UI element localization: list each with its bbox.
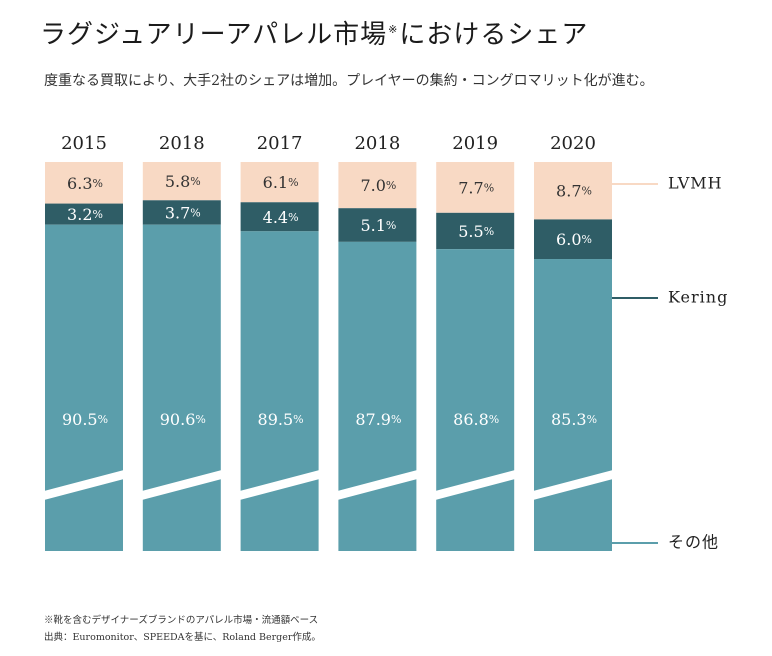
category-label: 2018	[159, 133, 205, 154]
category-label: 2017	[257, 133, 303, 154]
data-label-other: 89.5%	[258, 410, 304, 429]
bar-segment-lvmh	[240, 162, 319, 203]
legend-lvmh-label: LVMH	[668, 174, 723, 193]
title-footnote-mark: ※	[388, 23, 399, 37]
data-label-kering: 4.4%	[263, 207, 299, 226]
data-label-other: 86.8%	[453, 410, 499, 429]
category-label: 2020	[550, 133, 596, 154]
bar-segment-kering	[240, 202, 319, 232]
title-suffix: におけるシェア	[399, 20, 589, 50]
footnote-scope: ※靴を含むデザイナーズブランドのアパレル市場・流通額ベース	[44, 615, 319, 626]
bar-segment-kering	[45, 203, 123, 225]
axis-break-mark	[435, 470, 516, 500]
legend-other-label: その他	[668, 533, 719, 552]
data-label-lvmh: 7.0%	[360, 176, 396, 195]
data-label-lvmh: 6.1%	[263, 173, 299, 192]
data-label-lvmh: 5.8%	[165, 172, 201, 191]
bar-segment-other	[142, 224, 221, 551]
bar-segment-other	[534, 259, 612, 551]
bar-segment-lvmh	[142, 162, 221, 201]
bar-segment-lvmh	[534, 162, 612, 220]
bar-segment-kering	[534, 219, 612, 260]
data-label-kering: 3.2%	[67, 205, 103, 224]
bar-segment-lvmh	[338, 162, 417, 209]
legend-kering-label: Kering	[668, 288, 728, 307]
bar-segment-lvmh	[436, 162, 515, 213]
data-label-other: 90.5%	[62, 410, 108, 429]
data-label-kering: 6.0%	[556, 230, 592, 249]
axis-break-mark	[44, 470, 124, 500]
bar-segment-other	[338, 241, 417, 552]
bar-segment-kering	[436, 212, 515, 250]
footnote-source: 出典：Euromonitor、SPEEDAを基に、Roland Berger作成…	[44, 632, 321, 643]
axis-break-mark	[239, 470, 320, 500]
bar-segment-kering	[338, 208, 417, 242]
data-label-kering: 3.7%	[165, 203, 201, 222]
data-label-other: 85.3%	[551, 410, 597, 429]
bar-segment-other	[436, 249, 515, 551]
bar-segment-kering	[142, 200, 221, 225]
data-label-lvmh: 7.7%	[458, 178, 494, 197]
data-label-other: 90.6%	[160, 410, 206, 429]
axis-break-mark	[337, 470, 418, 500]
bar-segment-lvmh	[45, 162, 123, 204]
title-main: ラグジュアリーアパレル市場	[40, 20, 388, 50]
data-label-kering: 5.5%	[458, 221, 494, 240]
data-label-lvmh: 8.7%	[556, 181, 592, 200]
data-label-lvmh: 6.3%	[67, 173, 103, 192]
data-label-other: 87.9%	[355, 410, 401, 429]
axis-break-mark	[141, 470, 222, 500]
category-label: 2018	[354, 133, 400, 154]
bar-segment-other	[45, 224, 123, 551]
chart-subtitle: 度重なる買取により、大手2社のシェアは増加。プレイヤーの集約・コングロマリット化…	[44, 73, 654, 89]
chart-title: ラグジュアリーアパレル市場※におけるシェア	[40, 14, 588, 51]
category-label: 2015	[61, 133, 107, 154]
data-label-kering: 5.1%	[360, 216, 396, 235]
category-label: 2019	[452, 133, 498, 154]
stacked-bar-chart: 2015 6.3% 3.2% 90.5% 2018 5.8% 3.7% 90.6% 2017 6.…	[44, 133, 728, 552]
axis-break-mark	[533, 470, 613, 500]
bar-segment-other	[240, 231, 319, 552]
